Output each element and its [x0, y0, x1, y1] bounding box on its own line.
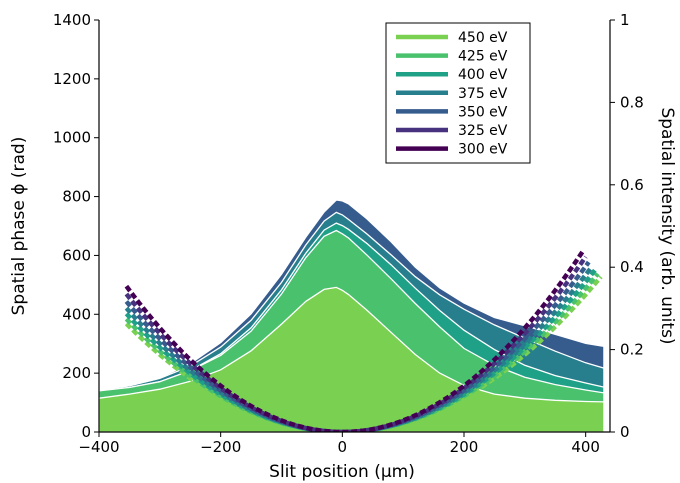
y-tick-label: 400 — [62, 305, 91, 323]
y2-tick-label: 0 — [620, 423, 630, 441]
legend-label: 375 eV — [458, 86, 508, 102]
y-tick-label: 0 — [81, 423, 91, 441]
legend-label: 400 eV — [458, 67, 508, 83]
x-tick-label: 0 — [338, 438, 348, 456]
y2-tick-label: 0.8 — [620, 93, 644, 111]
x-tick-label: −200 — [200, 438, 241, 456]
phase-curve-6 — [124, 275, 603, 432]
legend-label: 300 eV — [458, 142, 508, 158]
y-tick-label: 1200 — [53, 70, 91, 88]
y2-axis-label: Spatial intensity (arb. units) — [657, 107, 677, 344]
legend-label: 350 eV — [458, 104, 508, 120]
y-tick-label: 800 — [62, 188, 91, 206]
axes: −400 −200 0 200 4000200400600800100012001400… — [53, 11, 644, 456]
y-tick-label: 1000 — [53, 129, 91, 147]
x-tick-label: 200 — [450, 438, 479, 456]
y-axis-label: Spatial phase ϕ (rad) — [9, 137, 29, 316]
x-tick-label: 400 — [571, 438, 600, 456]
legend-label: 450 eV — [458, 30, 508, 46]
y2-tick-label: 0.4 — [620, 258, 644, 276]
phase-curve-1 — [124, 255, 588, 432]
y2-tick-label: 0.2 — [620, 341, 644, 359]
legend-frame — [385, 22, 531, 164]
legend: 450 eV 425 eV 400 eV 375 eV 350 eV 325 eV 300 … — [385, 22, 531, 164]
y2-tick-label: 1 — [620, 11, 630, 29]
y2-tick-label: 0.6 — [620, 176, 644, 194]
legend-label: 425 eV — [458, 49, 508, 65]
intensity-areas — [99, 199, 605, 432]
y-tick-label: 600 — [62, 246, 91, 264]
y-tick-label: 200 — [62, 364, 91, 382]
x-axis-label: Slit position (μm) — [269, 462, 415, 482]
legend-label: 325 eV — [458, 123, 508, 139]
y-tick-label: 1400 — [53, 11, 91, 29]
x-tick-label: −400 — [78, 438, 119, 456]
